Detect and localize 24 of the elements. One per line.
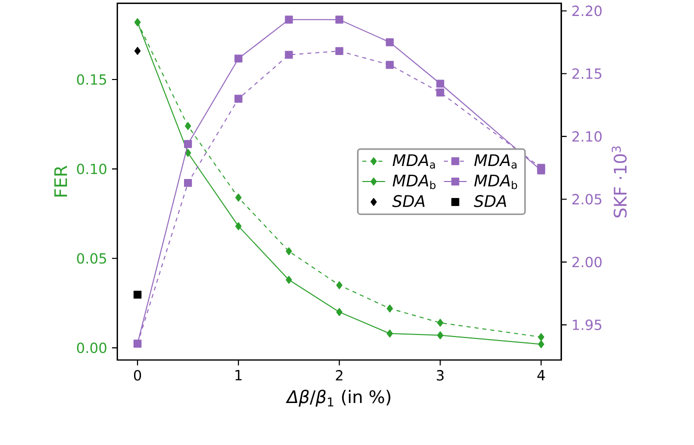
legend-label: MDA$_{b}$ bbox=[474, 174, 518, 190]
legend-label: SDA bbox=[474, 195, 506, 208]
x-tick-label: 4 bbox=[537, 370, 545, 380]
y2-tick-label: 2.10 bbox=[572, 131, 602, 142]
y-tick-label: 0.10 bbox=[77, 164, 106, 174]
y2-tick-label: 2.00 bbox=[572, 256, 602, 268]
legend-label: MDA$_{a}$ bbox=[392, 154, 435, 169]
y-tick-label: 0.05 bbox=[77, 253, 106, 264]
x-tick-label: 0 bbox=[134, 370, 142, 381]
y-tick-label: 0.15 bbox=[77, 74, 106, 85]
y2-tick-label: 1.95 bbox=[572, 320, 602, 330]
x-axis-title: Δβ/β$_{1}$ (in %) bbox=[286, 390, 390, 407]
x-tick-label: 3 bbox=[436, 370, 444, 381]
y-tick-label: 0.00 bbox=[77, 342, 106, 354]
legend-label: SDA bbox=[392, 195, 425, 208]
x-tick-label: 2 bbox=[336, 370, 342, 380]
legend-label: MDA$_{b}$ bbox=[392, 174, 436, 190]
y2-tick-label: 2.15 bbox=[572, 68, 602, 79]
x-tick-label: 1 bbox=[236, 370, 242, 380]
y-axis-title: FER bbox=[54, 166, 67, 196]
y2-axis-title: SKF ·10$^{3}$ bbox=[612, 146, 627, 218]
y2-tick-label: 2.20 bbox=[572, 6, 602, 16]
legend-label: MDA$_{a}$ bbox=[474, 154, 516, 169]
y2-tick-label: 2.05 bbox=[572, 194, 602, 205]
